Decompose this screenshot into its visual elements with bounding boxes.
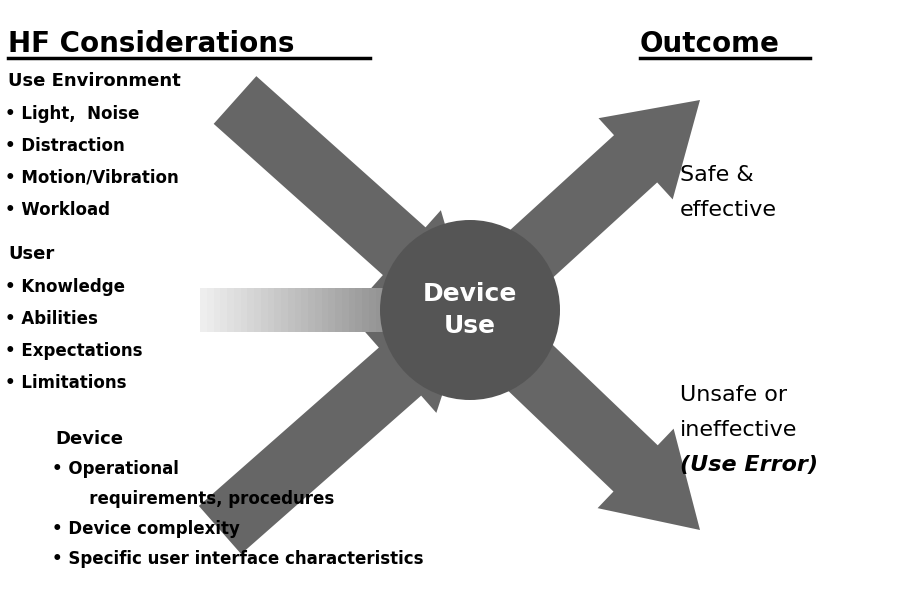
Polygon shape bbox=[429, 288, 436, 332]
Text: • Expectations: • Expectations bbox=[5, 342, 142, 360]
Text: • Light,  Noise: • Light, Noise bbox=[5, 105, 140, 123]
Polygon shape bbox=[436, 288, 443, 332]
Polygon shape bbox=[213, 76, 470, 310]
Text: • Knowledge: • Knowledge bbox=[5, 278, 125, 296]
Polygon shape bbox=[389, 288, 396, 332]
Polygon shape bbox=[464, 288, 470, 332]
Polygon shape bbox=[335, 288, 342, 332]
Polygon shape bbox=[328, 288, 335, 332]
Polygon shape bbox=[240, 288, 248, 332]
Text: • Operational: • Operational bbox=[52, 460, 179, 478]
Polygon shape bbox=[213, 288, 220, 332]
Polygon shape bbox=[416, 288, 423, 332]
Text: Safe &: Safe & bbox=[680, 165, 753, 185]
Text: (Use Error): (Use Error) bbox=[680, 455, 818, 475]
Polygon shape bbox=[450, 288, 456, 332]
Text: • Workload: • Workload bbox=[5, 201, 110, 219]
Polygon shape bbox=[382, 288, 389, 332]
Text: • Abilities: • Abilities bbox=[5, 310, 98, 328]
Polygon shape bbox=[448, 100, 700, 334]
Polygon shape bbox=[321, 288, 328, 332]
Polygon shape bbox=[220, 288, 227, 332]
Text: HF Considerations: HF Considerations bbox=[8, 30, 294, 58]
Polygon shape bbox=[199, 310, 470, 554]
Text: • Distraction: • Distraction bbox=[5, 137, 125, 155]
Polygon shape bbox=[375, 288, 382, 332]
Polygon shape bbox=[443, 288, 450, 332]
Polygon shape bbox=[227, 288, 234, 332]
Polygon shape bbox=[281, 288, 288, 332]
Polygon shape bbox=[248, 288, 254, 332]
Polygon shape bbox=[396, 288, 402, 332]
Polygon shape bbox=[410, 288, 416, 332]
Text: effective: effective bbox=[680, 200, 777, 220]
Text: • Limitations: • Limitations bbox=[5, 374, 127, 392]
Polygon shape bbox=[423, 288, 429, 332]
Polygon shape bbox=[456, 288, 464, 332]
Polygon shape bbox=[369, 288, 375, 332]
Polygon shape bbox=[448, 287, 700, 530]
Polygon shape bbox=[302, 288, 308, 332]
Text: Device: Device bbox=[55, 430, 123, 448]
Polygon shape bbox=[348, 288, 356, 332]
Text: • Specific user interface characteristics: • Specific user interface characteristic… bbox=[52, 550, 424, 568]
Polygon shape bbox=[308, 288, 315, 332]
Polygon shape bbox=[362, 288, 369, 332]
Text: requirements, procedures: requirements, procedures bbox=[72, 490, 334, 508]
Polygon shape bbox=[200, 288, 207, 332]
Polygon shape bbox=[261, 288, 267, 332]
Text: Use Environment: Use Environment bbox=[8, 72, 181, 90]
Polygon shape bbox=[288, 288, 294, 332]
Polygon shape bbox=[342, 288, 348, 332]
Text: ineffective: ineffective bbox=[680, 420, 797, 440]
Text: Outcome: Outcome bbox=[640, 30, 780, 58]
Text: • Device complexity: • Device complexity bbox=[52, 520, 240, 538]
Text: Unsafe or: Unsafe or bbox=[680, 385, 788, 405]
Polygon shape bbox=[402, 288, 410, 332]
Polygon shape bbox=[254, 288, 261, 332]
Polygon shape bbox=[274, 288, 281, 332]
Circle shape bbox=[380, 220, 560, 400]
Polygon shape bbox=[356, 288, 362, 332]
Polygon shape bbox=[315, 288, 321, 332]
Polygon shape bbox=[294, 288, 302, 332]
Text: User: User bbox=[8, 245, 54, 263]
Polygon shape bbox=[207, 288, 213, 332]
Text: Device
Use: Device Use bbox=[423, 282, 518, 338]
Text: • Motion/Vibration: • Motion/Vibration bbox=[5, 169, 179, 187]
Polygon shape bbox=[267, 288, 274, 332]
Polygon shape bbox=[234, 288, 240, 332]
